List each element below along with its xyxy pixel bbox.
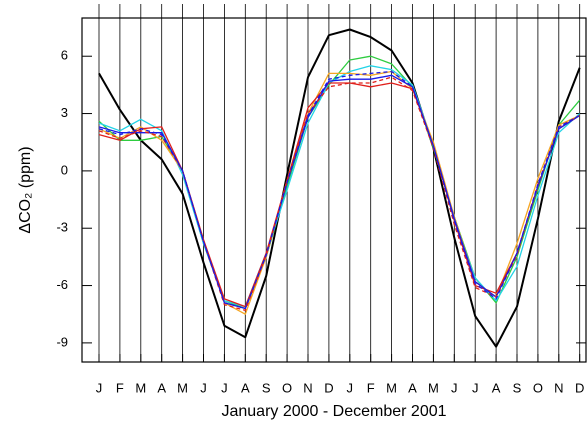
series-line: [98, 76, 581, 312]
x-tick-label: A: [157, 380, 166, 395]
x-tick-label: J: [221, 380, 228, 395]
x-tick-label: J: [347, 380, 354, 395]
y-tick-label: 3: [61, 105, 68, 120]
x-tick-label: M: [177, 380, 188, 395]
x-tick-label: F: [116, 380, 124, 395]
y-tick-label: 0: [61, 162, 68, 177]
y-tick-label: -3: [56, 220, 68, 235]
x-tick-label: A: [408, 380, 417, 395]
x-tick-label: J: [472, 380, 479, 395]
x-tick-label: N: [554, 380, 563, 395]
y-tick-label: 6: [61, 48, 68, 63]
series-line: [98, 28, 581, 348]
x-tick-label: D: [575, 380, 584, 395]
x-axis-title: January 2000 - December 2001: [221, 403, 446, 420]
x-tick-label: M: [386, 380, 397, 395]
x-tick-label: A: [241, 380, 250, 395]
y-tick-label: -6: [56, 277, 68, 292]
y-tick-label: -9: [56, 334, 68, 349]
x-tick-label: J: [200, 380, 207, 395]
x-tick-label: S: [513, 380, 522, 395]
x-tick-label: A: [492, 380, 501, 395]
x-tick-label: S: [262, 380, 271, 395]
x-tick-label: M: [135, 380, 146, 395]
x-tick-label: N: [303, 380, 312, 395]
x-tick-label: J: [451, 380, 458, 395]
x-tick-label: O: [282, 380, 292, 395]
plot-frame: [81, 17, 587, 363]
x-tick-label: J: [96, 380, 103, 395]
x-tick-label: O: [533, 380, 543, 395]
y-axis-title: ΔCO₂ (ppm): [17, 146, 34, 233]
series-line: [98, 65, 581, 308]
series-line: [98, 70, 581, 310]
x-tick-label: M: [428, 380, 439, 395]
x-tick-label: D: [324, 380, 333, 395]
x-tick-label: F: [367, 380, 375, 395]
